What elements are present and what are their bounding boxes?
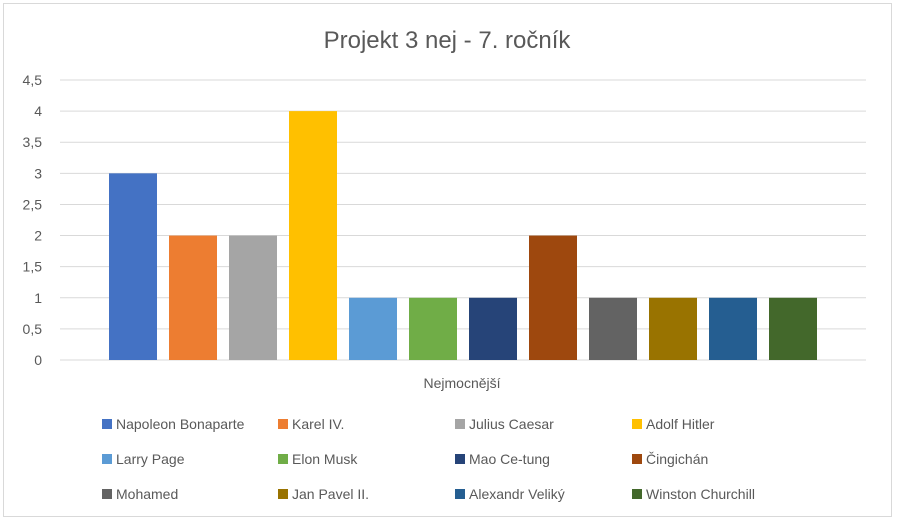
legend-swatch [102,454,112,464]
y-tick-label: 0,5 [23,321,43,337]
bar-elon-musk [409,297,457,360]
bar-larry-page [349,297,397,360]
legend-swatch [278,489,288,499]
legend-swatch [278,419,288,429]
bar-karel-iv- [169,235,217,360]
y-tick-label: 1,5 [23,259,43,275]
category-label: Nejmocnější [423,375,500,391]
y-tick-label: 2 [34,228,42,244]
legend-swatch [632,454,642,464]
chart-title: Projekt 3 nej - 7. ročník [324,27,572,54]
legend-label: Mohamed [116,486,178,502]
bars [109,111,817,360]
legend-swatch [455,489,465,499]
y-tick-label: 1 [34,290,42,306]
bar-mao-ce-tung [469,297,517,360]
legend-swatch [102,419,112,429]
bar-mohamed [589,297,637,360]
y-tick-label: 3 [34,165,42,181]
legend-label: Jan Pavel II. [292,486,369,502]
legend-swatch [455,419,465,429]
legend-label: Adolf Hitler [646,416,715,432]
legend-swatch [455,454,465,464]
y-tick-label: 0 [34,352,42,368]
y-tick-label: 4,5 [23,72,43,88]
legend-swatch [632,489,642,499]
legend-label: Winston Churchill [646,486,755,502]
y-axis-ticks: 0 0,5 1 1,5 2 2,5 3 3,5 4 4,5 [23,72,43,368]
y-tick-label: 3,5 [23,134,43,150]
bar-napoleon-bonaparte [109,173,157,360]
y-tick-label: 4 [34,103,42,119]
legend-swatch [278,454,288,464]
legend-label: Napoleon Bonaparte [116,416,245,432]
legend-swatch [632,419,642,429]
bar-winston-churchill [769,297,817,360]
legend-label: Julius Caesar [469,416,554,432]
bar-adolf-hitler [289,111,337,360]
legend-swatch [102,489,112,499]
legend: Napoleon Bonaparte Karel IV. Julius Caesar… [102,416,755,502]
legend-label: Mao Ce-tung [469,451,550,467]
bar-julius-caesar [229,235,277,360]
legend-label: Čingichán [646,451,708,467]
bar-alexandr-velik- [709,297,757,360]
legend-label: Alexandr Veliký [469,486,565,502]
legend-label: Karel IV. [292,416,344,432]
bar-čingichán [529,235,577,360]
legend-label: Elon Musk [292,451,358,467]
y-tick-label: 2,5 [23,196,43,212]
bar-jan-pavel-ii- [649,297,697,360]
legend-label: Larry Page [116,451,185,467]
